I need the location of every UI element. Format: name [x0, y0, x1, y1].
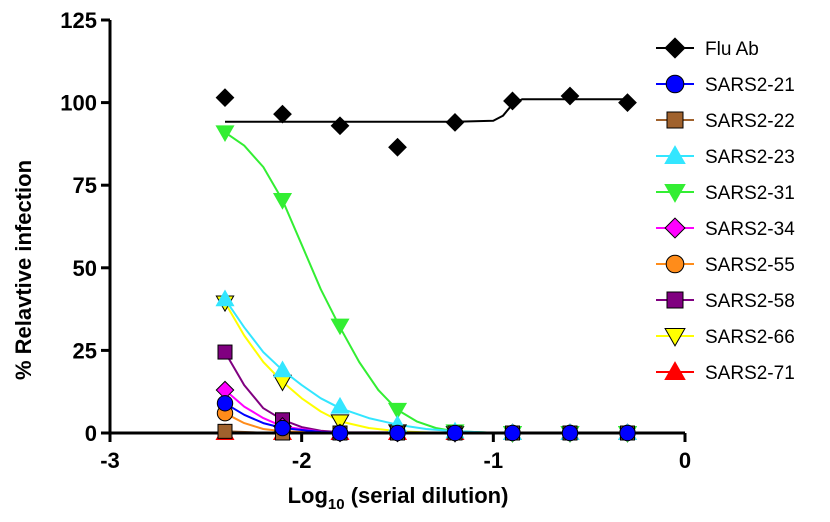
x-tick-label: -2 — [292, 448, 312, 473]
data-point-sars2-21 — [619, 424, 636, 442]
legend-item: SARS2-55 — [656, 254, 795, 276]
legend-marker — [666, 111, 684, 129]
data-point-sars2-58 — [217, 344, 233, 360]
data-point-sars2-66 — [330, 414, 350, 432]
y-axis-title: % Relavtive infection — [11, 160, 36, 380]
legend-marker — [664, 145, 686, 164]
x-tick-label: -3 — [100, 448, 120, 473]
legend-item: SARS2-21 — [656, 74, 795, 96]
axis-labels: Log10 (serial dilution) % Relavtive infe… — [11, 160, 508, 513]
legend-label: SARS2-55 — [705, 255, 795, 276]
y-tick-label: 25 — [73, 338, 97, 363]
legend-label: SARS2-23 — [705, 147, 795, 168]
legend-item: SARS2-23 — [656, 145, 795, 168]
y-tick-label: 0 — [85, 421, 97, 446]
x-tick-label: 0 — [679, 448, 691, 473]
legend-marker — [664, 328, 686, 347]
legend-item: SARS2-22 — [656, 111, 795, 132]
legend-item: SARS2-34 — [656, 217, 795, 240]
x-axis-title: Log10 (serial dilution) — [288, 483, 509, 513]
data-point-sars2-21 — [446, 424, 464, 442]
data-point-flu-ab — [330, 116, 350, 136]
x-axis-title-rest: (serial dilution) — [345, 483, 509, 508]
data-point-flu-ab — [560, 86, 580, 106]
x-axis-title-main: Log — [288, 483, 328, 508]
legend-item: SARS2-71 — [656, 361, 795, 384]
data-point-sars2-31 — [215, 125, 235, 143]
data-point-sars2-31 — [387, 402, 408, 420]
legend-label: SARS2-34 — [705, 219, 795, 240]
legend-marker — [664, 361, 686, 380]
legend-marker — [664, 217, 686, 239]
y-tick-label: 50 — [73, 256, 97, 281]
data-point-sars2-21 — [216, 395, 234, 412]
legend-label: SARS2-66 — [705, 327, 795, 348]
data-point-sars2-23 — [215, 289, 235, 307]
data-point-sars2-21 — [389, 424, 406, 442]
data-point-sars2-21 — [561, 424, 579, 442]
legend-item: SARS2-66 — [656, 327, 795, 348]
data-point-sars2-21 — [331, 424, 349, 442]
y-tick-label: 75 — [73, 173, 97, 198]
data-point-sars2-22 — [217, 423, 233, 439]
data-point-flu-ab — [215, 88, 235, 108]
legend-label: SARS2-22 — [705, 111, 795, 132]
y-tick-label: 125 — [60, 8, 97, 33]
legend: Flu Ab SARS2-21 SARS2-22 SARS2-23 SARS2-31 SA… — [656, 37, 795, 384]
legend-marker — [665, 74, 685, 94]
legend-marker — [664, 184, 686, 203]
x-axis-title-subscript: 10 — [328, 496, 345, 513]
legend-label: SARS2-58 — [705, 291, 795, 312]
data-point-flu-ab — [618, 93, 637, 112]
data-point-flu-ab — [388, 137, 407, 157]
legend-item: SARS2-58 — [656, 291, 795, 312]
data-point-flu-ab — [503, 91, 522, 111]
fit-line-sars2-31 — [224, 131, 628, 434]
data-point-sars2-21 — [274, 419, 291, 437]
legend-item: SARS2-31 — [656, 183, 795, 204]
legend-label: SARS2-21 — [705, 75, 795, 96]
x-tick-label: -1 — [484, 448, 504, 473]
data-markers — [215, 86, 638, 443]
legend-label: Flu Ab — [705, 39, 759, 60]
data-point-flu-ab — [273, 104, 292, 124]
legend-item: Flu Ab — [656, 37, 759, 60]
data-point-sars2-21 — [504, 424, 521, 442]
legend-marker — [665, 254, 685, 274]
legend-marker — [666, 291, 684, 309]
legend-label: SARS2-71 — [705, 363, 795, 384]
legend-label: SARS2-31 — [705, 183, 795, 204]
axes: -3 -2 -1 0 0 25 50 75 100 125 — [60, 8, 691, 473]
data-point-flu-ab — [445, 113, 465, 132]
legend-marker — [664, 37, 686, 59]
data-point-sars2-23 — [330, 396, 350, 414]
data-point-sars2-31 — [272, 193, 293, 210]
y-tick-label: 100 — [60, 91, 97, 116]
data-point-sars2-23 — [272, 360, 293, 378]
data-point-sars2-31 — [330, 318, 350, 336]
